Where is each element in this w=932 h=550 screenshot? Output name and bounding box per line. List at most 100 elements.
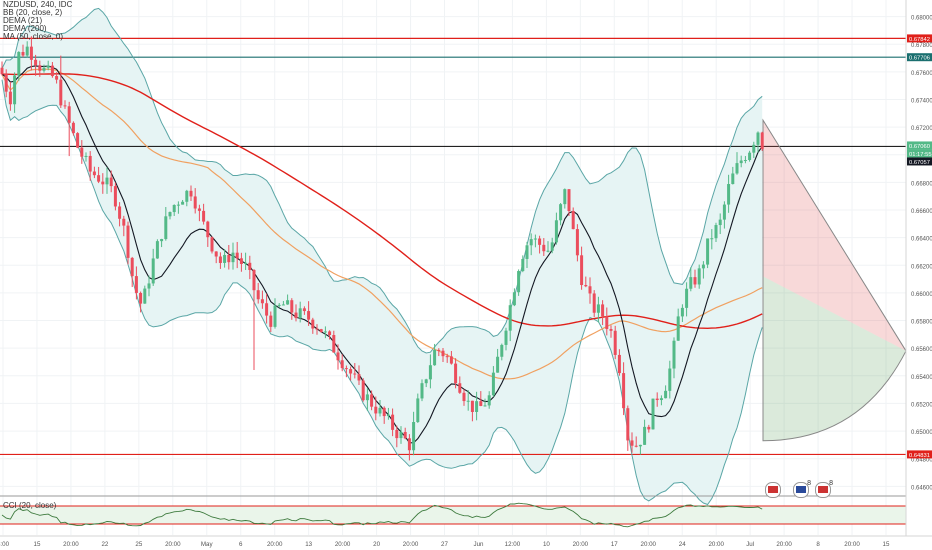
candle-body [634,445,638,447]
candle-body [563,189,567,205]
candle-body [731,173,735,185]
candle-body [319,329,323,333]
candle-body [29,46,33,60]
candle-body [508,305,512,331]
candle-body [512,292,516,306]
time-tick-label: 20:00 [641,541,657,548]
candle-body [412,422,416,451]
time-tick-label: 8 [816,541,820,548]
candle-body [437,349,441,351]
candle-body [193,196,197,209]
candle-body [517,271,521,293]
candle-body [630,440,634,446]
candle-body [580,255,584,286]
candle-body [42,67,46,71]
time-tick-label: 20:00 [165,541,181,548]
price-axis[interactable]: 0.68000 0.67800 0.67600 0.67400 0.67200 0.670… [905,0,932,536]
candle-body [538,238,542,245]
candle-body [500,344,504,357]
candle-body [101,181,105,185]
legend-dema-21[interactable]: DEMA (21) [3,16,43,25]
candle-body [4,74,8,92]
candle-body [504,330,508,345]
candle-body [76,133,80,148]
price-badge [907,141,932,150]
candle-body [601,304,605,317]
candle-body [109,177,113,187]
candle-body [84,155,88,157]
candle-body [185,190,189,202]
candle-body [609,329,613,331]
candle-body [651,398,655,430]
time-tick-label: 20 [373,541,380,548]
candle-body [756,132,760,145]
dema-21-line [1,65,763,444]
candle-body [722,204,726,220]
time-tick-label: 8:00 [0,541,10,548]
candle-body [727,184,731,205]
candle-body [449,356,453,364]
price-tick-label: 0.65800 [911,320,932,326]
candle-body [638,444,642,447]
candle-body [273,305,277,327]
candle-body [706,238,710,265]
price-badge [907,53,932,62]
candle-body [533,238,537,240]
candle-body [269,315,273,327]
dema-200-line [2,73,763,330]
candle-body [403,431,407,439]
candle-body [34,59,38,66]
candle-body [643,426,647,445]
legend-dema-200[interactable]: DEMA (200) [3,24,47,33]
candle-body [752,144,756,153]
candle-body [160,239,164,242]
candle-body [244,262,248,264]
event-flag-us[interactable] [765,482,781,498]
time-tick-label: 6 [239,541,243,548]
time-tick-label: Jul [746,541,754,548]
candle-body [554,220,558,243]
candle-body [743,160,747,162]
legend-ma-50[interactable]: MA (50, close, 0) [3,32,64,41]
time-tick-label: 20:00 [708,541,724,548]
candle-body [588,286,592,294]
cci-legend[interactable]: CCI (20, close) [3,501,57,510]
candle-body [181,201,185,205]
candle-body [256,290,260,300]
price-badge-label: 01:17:55 [909,152,932,158]
time-tick-label: 10 [543,541,550,548]
candle-body [542,244,546,252]
candle-body [668,368,672,391]
event-flag-us-2[interactable]: 8 [815,480,833,498]
price-tick-label: 0.66000 [911,292,932,298]
candle-body [445,356,449,358]
time-tick-label: 20:00 [573,541,589,548]
price-tick-label: 0.66800 [911,181,932,187]
time-tick-label: 20:00 [267,541,283,548]
time-tick-label: May [201,541,214,548]
candle-body [697,268,701,285]
candle-body [55,76,59,80]
candle-body [361,380,365,401]
price-axis-bg [906,0,932,536]
candle-body [147,283,151,289]
legend-bb[interactable]: BB (20, close, 2) [3,8,63,17]
candle-body [693,277,697,285]
candle-body [374,406,378,414]
event-flag-nz[interactable]: 8 [793,480,811,498]
legend-symbol[interactable]: NZDUSD, 240, IDC [3,0,73,9]
candle-body [605,316,609,330]
candle-body [483,405,487,407]
candle-body [550,242,554,251]
candle-body [462,392,466,402]
candle-body [248,262,252,270]
candle-body [617,354,621,374]
time-tick-label: 24 [679,541,686,548]
candle-body [353,373,357,375]
candle-body [235,252,239,259]
price-tick-label: 0.66200 [911,264,932,270]
time-axis[interactable]: 8:00 15 20:00 22 25 20:00 May 6 20:00 13 20:00 20 20… [0,535,932,548]
candle-body [67,106,71,123]
price-tick-label: 0.68000 [911,16,932,22]
